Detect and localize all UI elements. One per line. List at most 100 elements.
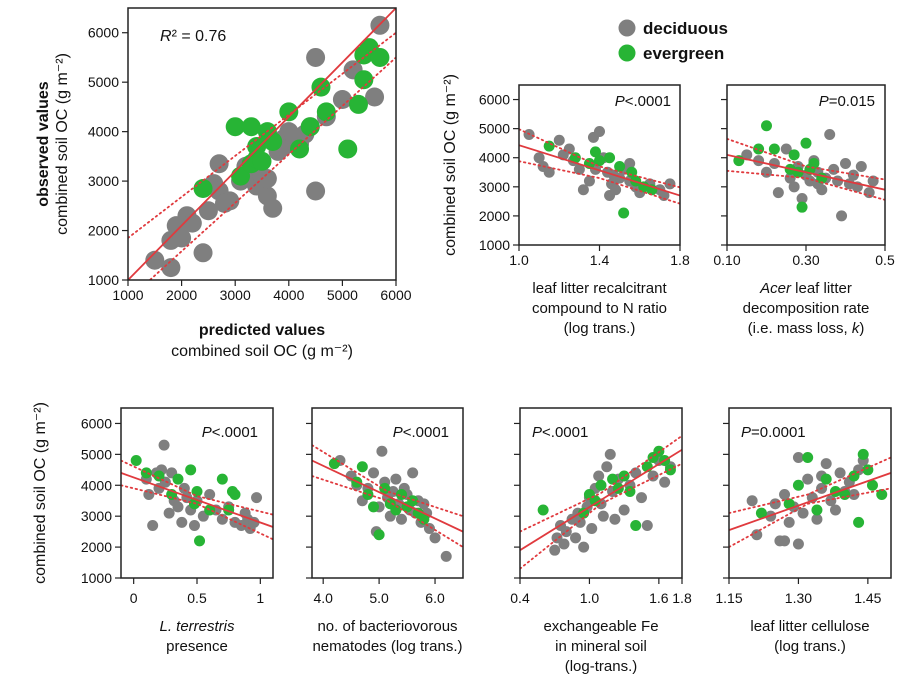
main-ylabel-bold: observed values [35,81,52,207]
xtick-label: 1.15 [715,590,742,606]
point-evergreen [290,139,310,159]
point-evergreen [356,461,368,473]
point-deciduous [549,544,561,556]
xtick-label: 6000 [380,287,411,303]
point-evergreen [876,489,888,501]
regression-line [312,459,463,533]
point-deciduous [641,519,653,531]
plot-area-litter-ratio [519,126,680,219]
point-deciduous [836,210,848,222]
point-deciduous [847,169,859,181]
point-deciduous [829,504,841,516]
xtick-label: 1 [256,590,264,606]
ci-lower-line [148,56,396,280]
ci-upper-line [727,137,885,181]
stat-annotation: P<.0001 [532,424,588,441]
point-evergreen [569,152,581,164]
point-deciduous [802,473,814,485]
point-deciduous [824,128,836,140]
point-deciduous [332,89,352,109]
point-evergreen [241,117,261,137]
point-deciduous [792,538,804,550]
point-deciduous [251,492,263,504]
point-deciduous [577,184,589,196]
point-deciduous [161,258,181,278]
xlabel-line: presence [166,638,228,655]
regression-line [519,144,680,197]
point-deciduous [797,507,809,519]
point-evergreen [624,485,636,497]
point-deciduous [659,476,671,488]
ytick-label: 5000 [81,446,112,462]
point-deciduous [214,193,234,213]
point-deciduous [306,181,326,201]
point-deciduous [820,458,832,470]
ci-lower-line [121,484,273,541]
stat-annotation: R² = 0.76 [160,28,226,45]
point-evergreen [808,158,820,170]
ci-lower-line [727,169,885,201]
stat-annotation: P=0.015 [819,93,875,110]
point-evergreen [857,448,869,460]
point-evergreen [172,473,184,485]
point-deciduous [610,184,622,196]
point-deciduous [753,155,765,167]
xlabel-line: leaf litter cellulose [750,618,869,635]
point-evergreen [618,207,630,219]
point-evergreen [630,519,642,531]
point-evergreen [618,470,630,482]
xtick-label: 5000 [327,287,358,303]
panel-nematodes: 4.0 5.0 6.0 P<.0001 no. of bacteriovorous nem… [306,407,464,655]
point-evergreen [783,498,795,510]
xtick-label: 2000 [166,287,197,303]
point-deciduous [257,169,277,189]
xlabel-line: in mineral soil [555,638,647,655]
xtick-label: 0.30 [792,252,819,268]
point-evergreen [792,479,804,491]
xtick-label: 6.0 [425,590,445,606]
point-evergreen [768,143,780,155]
legend-label-evergreen: evergreen [643,44,724,63]
point-evergreen [193,179,213,199]
point-deciduous [147,519,159,531]
xlabel-line: (log-trans.) [565,658,638,675]
ci-upper-line [520,434,682,533]
ytick-label: 2000 [479,208,510,224]
point-evergreen [604,152,616,164]
main-xlabel-bold: predicted values [199,322,325,339]
point-deciduous [553,134,565,146]
xlabel-line: compound to N ratio [532,300,667,317]
point-evergreen [761,120,772,132]
ytick-label: 5000 [88,74,119,90]
plot-frame [518,84,681,246]
point-deciduous [618,504,630,516]
xtick-label: 0.4 [510,590,530,606]
point-deciduous [172,501,184,513]
point-evergreen [185,464,197,476]
point-evergreen [229,489,241,501]
point-deciduous [840,158,851,170]
ci-upper-line [128,31,396,239]
point-deciduous [368,467,380,479]
point-evergreen [348,94,368,114]
point-deciduous [573,163,585,175]
point-deciduous [647,470,659,482]
point-deciduous [365,87,385,107]
point-deciduous [574,516,586,528]
point-deciduous [376,445,388,457]
point-deciduous [158,439,170,451]
point-evergreen [853,516,865,528]
ytick-label: 1000 [81,570,112,586]
xlabel-line: nematodes (log trans.) [312,638,462,655]
point-deciduous [533,152,545,164]
point-deciduous [583,175,595,187]
point-evergreen [796,201,808,213]
regression-line [727,153,885,191]
ytick-label: 6000 [88,25,119,41]
regression-line [729,472,891,531]
point-deciduous [863,187,875,199]
xtick-label: 4.0 [313,590,333,606]
xtick-label: 0.5 [187,590,207,606]
point-deciduous [204,489,216,501]
